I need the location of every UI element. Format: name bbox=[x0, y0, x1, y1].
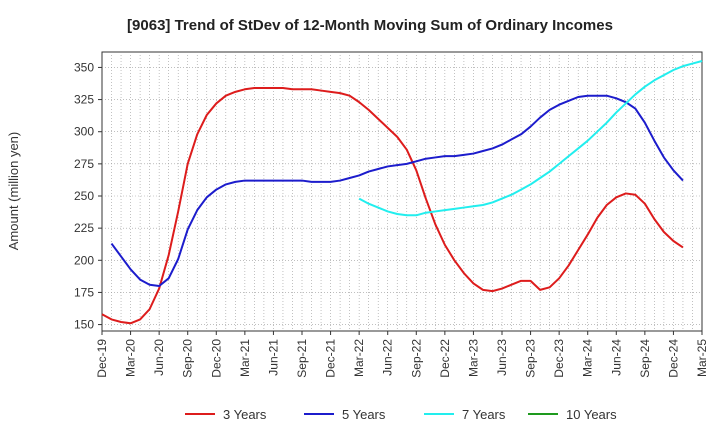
x-tick-label: Jun-23 bbox=[495, 339, 509, 376]
x-tick-label: Mar-25 bbox=[695, 339, 709, 377]
series-line-3-years bbox=[101, 87, 684, 325]
y-axis-ticks: 150 175 200 225 250 275 300 325 350 bbox=[74, 60, 102, 332]
y-tick-label: 150 bbox=[74, 318, 94, 332]
legend: 3 Years 5 Years 7 Years 10 Years bbox=[185, 407, 617, 422]
legend-label-3-years: 3 Years bbox=[223, 407, 267, 422]
y-tick-label: 325 bbox=[74, 93, 94, 107]
y-tick-label: 225 bbox=[74, 221, 94, 235]
x-tick-label: Sep-20 bbox=[181, 339, 195, 378]
y-tick-label: 350 bbox=[74, 60, 94, 74]
x-tick-label: Jun-24 bbox=[609, 339, 623, 376]
x-tick-label: Dec-22 bbox=[438, 339, 452, 378]
x-tick-label: Dec-21 bbox=[324, 339, 338, 378]
x-tick-label: Mar-24 bbox=[581, 339, 595, 377]
x-tick-label: Sep-24 bbox=[638, 339, 652, 378]
x-tick-label: Sep-22 bbox=[409, 339, 423, 378]
x-axis-ticks: Dec-19 Mar-20 Jun-20 Sep-20 Dec-20 Mar-21 Jun-… bbox=[95, 331, 709, 378]
x-tick-label: Jun-22 bbox=[381, 339, 395, 376]
x-tick-label: Sep-23 bbox=[524, 339, 538, 378]
series-line-5-years bbox=[110, 94, 684, 287]
x-tick-label: Mar-21 bbox=[238, 339, 252, 377]
x-tick-label: Dec-23 bbox=[552, 339, 566, 378]
plot-border bbox=[101, 51, 703, 332]
legend-label-5-years: 5 Years bbox=[342, 407, 386, 422]
x-tick-label: Mar-20 bbox=[124, 339, 138, 377]
x-tick-label: Mar-23 bbox=[466, 339, 480, 377]
grid-lines bbox=[102, 52, 702, 331]
series-layer bbox=[101, 60, 703, 325]
y-tick-label: 250 bbox=[74, 189, 94, 203]
legend-label-7-years: 7 Years bbox=[462, 407, 506, 422]
x-tick-label: Mar-22 bbox=[352, 339, 366, 377]
x-tick-label: Jun-20 bbox=[152, 339, 166, 376]
y-tick-label: 200 bbox=[74, 253, 94, 267]
y-tick-label: 275 bbox=[74, 157, 94, 171]
y-axis-label: Amount (million yen) bbox=[6, 132, 21, 251]
plot-area bbox=[101, 51, 703, 332]
x-tick-label: Jun-21 bbox=[266, 339, 280, 376]
x-tick-label: Sep-21 bbox=[295, 339, 309, 378]
x-tick-label: Dec-20 bbox=[209, 339, 223, 378]
x-tick-label: Dec-19 bbox=[95, 339, 109, 378]
y-tick-label: 300 bbox=[74, 125, 94, 139]
y-tick-label: 175 bbox=[74, 285, 94, 299]
chart-title: [9063] Trend of StDev of 12-Month Moving… bbox=[127, 17, 613, 34]
x-tick-label: Dec-24 bbox=[666, 339, 680, 378]
series-line-7-years bbox=[358, 60, 703, 217]
legend-label-10-years: 10 Years bbox=[566, 407, 617, 422]
